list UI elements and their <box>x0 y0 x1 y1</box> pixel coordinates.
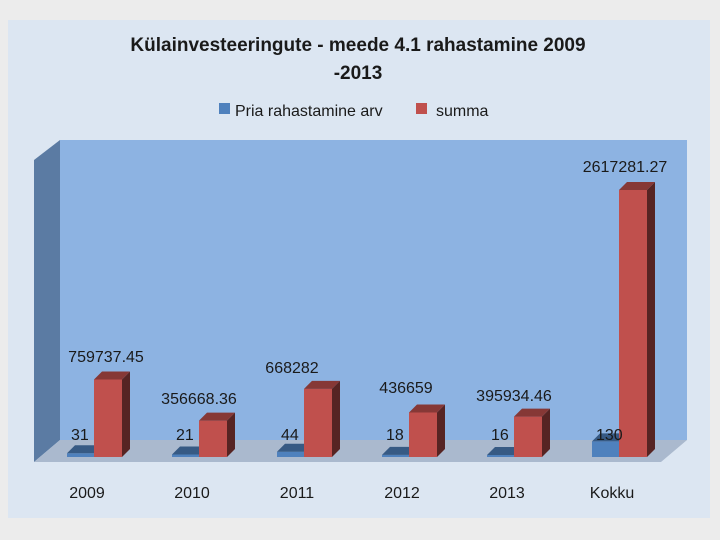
bar-summa-2009-side <box>122 371 130 457</box>
bars <box>67 182 655 457</box>
x-tick-label: 2011 <box>280 485 315 502</box>
chart-title-line-2: -2013 <box>334 63 383 84</box>
legend-label-arv: Pria rahastamine arv <box>235 103 383 120</box>
legend-label-summa: summa <box>436 103 489 120</box>
legend: Pria rahastamine arv summa <box>219 103 489 120</box>
bar-summa-2013 <box>514 408 550 457</box>
bar-summa-2010-top <box>199 412 235 421</box>
bar-summa-2012-front <box>409 412 437 457</box>
bar-summa-2012 <box>409 404 445 457</box>
bar-summa-2013-top <box>514 408 550 417</box>
x-tick-label: 2013 <box>489 485 525 502</box>
bar-arv-2012-front <box>382 454 410 457</box>
plot-back-wall <box>60 140 687 440</box>
data-label-arv: 21 <box>176 427 194 444</box>
bar-summa-2010-front <box>199 420 227 457</box>
bar-summa-2011 <box>304 380 340 457</box>
bar-arv-2009-front <box>67 453 95 457</box>
bar-summa-2013-side <box>542 408 550 457</box>
x-tick-label: Kokku <box>590 485 634 502</box>
legend-swatch-arv <box>219 103 230 114</box>
chart-title-line-1: Külainvesteeringute - meede 4.1 rahastam… <box>130 35 585 56</box>
data-label-arv: 44 <box>281 427 299 444</box>
bar-summa-2009 <box>94 371 130 457</box>
data-label-arv: 16 <box>491 427 509 444</box>
bar-summa-2009-front <box>94 379 122 457</box>
bar-summa-2011-side <box>332 380 340 457</box>
bar-summa-2010-side <box>227 412 235 457</box>
x-tick-label: 2012 <box>384 485 420 502</box>
data-labels: 31 759737.45 21 356668.36 44 668282 18 436659 16… <box>68 159 667 444</box>
bar-arv-2010-front <box>172 454 200 457</box>
data-label-summa: 2617281.27 <box>583 159 668 176</box>
bar-summa-kokku-front <box>619 190 647 457</box>
data-label-arv: 130 <box>596 427 623 444</box>
data-label-summa: 759737.45 <box>68 349 144 366</box>
bar-summa-2010 <box>199 412 235 457</box>
bar-summa-2011-top <box>304 380 340 389</box>
bar-arv-2013-front <box>487 455 515 457</box>
bar-summa-kokku-side <box>647 182 655 457</box>
x-tick-label: 2010 <box>174 485 210 502</box>
data-label-summa: 395934.46 <box>476 388 552 405</box>
bar-summa-2009-top <box>94 371 130 380</box>
bar-arv-2011-front <box>277 451 305 457</box>
bar-arv-kokku-front <box>592 441 620 457</box>
bar-summa-2013-front <box>514 416 542 457</box>
bar-summa-2012-top <box>409 404 445 413</box>
legend-swatch-summa <box>416 103 427 114</box>
data-label-arv: 31 <box>71 427 89 444</box>
data-label-summa: 356668.36 <box>161 391 237 408</box>
bar-summa-kokku <box>619 182 655 457</box>
x-tick-label: 2009 <box>69 485 105 502</box>
x-axis-tick-labels: 2009 2010 2011 2012 2013 Kokku <box>69 485 634 502</box>
data-label-summa: 668282 <box>265 360 318 377</box>
data-label-arv: 18 <box>386 427 404 444</box>
bar-summa-2011-front <box>304 388 332 457</box>
bar-summa-kokku-top <box>619 182 655 190</box>
bar-summa-2012-side <box>437 404 445 457</box>
plot-floor <box>34 440 687 462</box>
plot-walls <box>34 140 687 462</box>
data-label-summa: 436659 <box>379 380 432 397</box>
plot-side-wall <box>34 140 60 462</box>
